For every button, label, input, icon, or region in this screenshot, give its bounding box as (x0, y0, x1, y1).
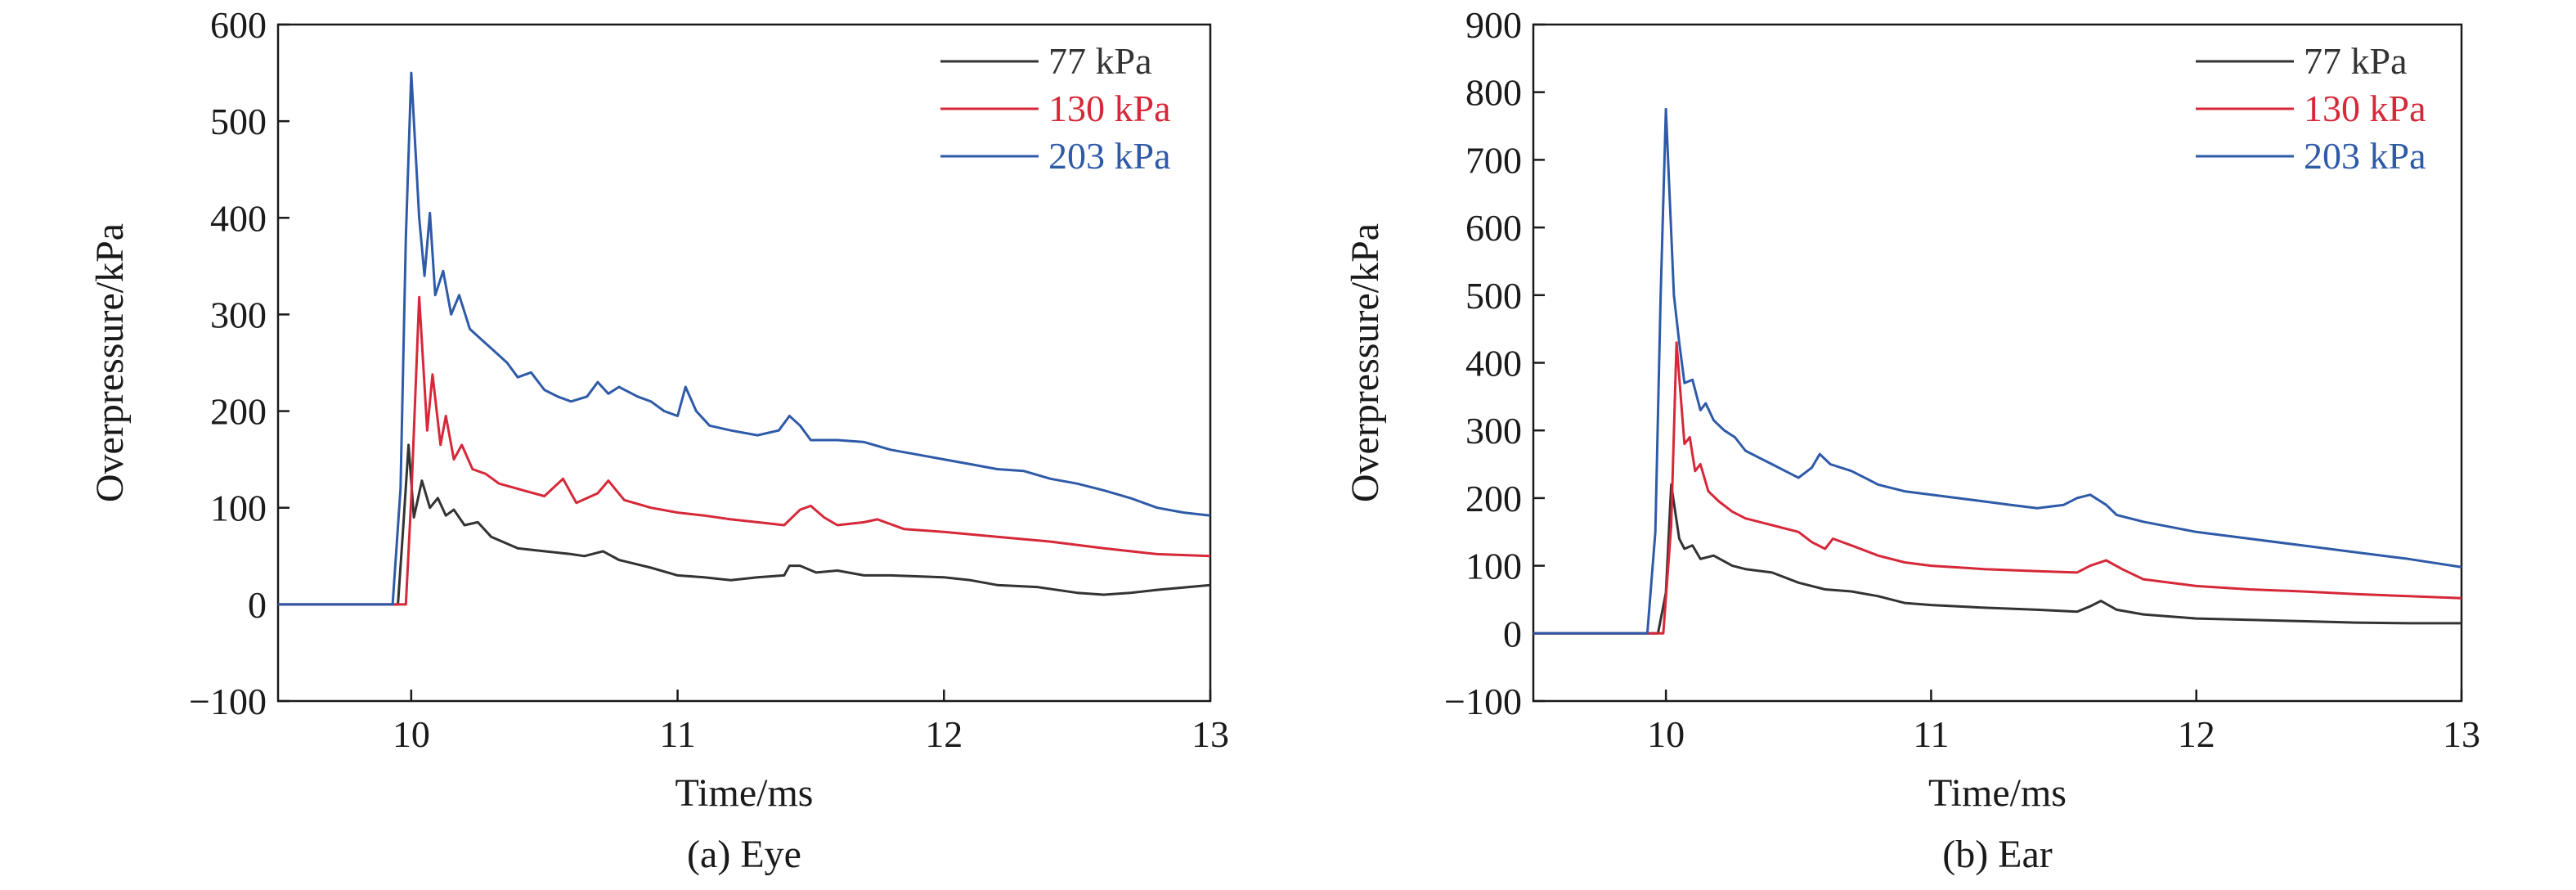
legend-label: 77 kPa (2304, 40, 2408, 82)
x-tick-label: 12 (925, 713, 963, 755)
x-tick-label: 10 (393, 713, 430, 755)
chart-eye: −100 0 100 200 300 400 500 600 10 11 12 13 Time/ms Ov… (88, 4, 1229, 876)
y-tick-label: 200 (210, 391, 267, 433)
y-axis-label: Overpressure/kPa (1344, 223, 1387, 502)
series-line-130-kpa (278, 295, 1210, 606)
y-tick-label: 800 (1465, 72, 1522, 114)
series-line-203-kpa (1533, 107, 2462, 635)
panel-caption: (a) Eye (687, 833, 801, 876)
y-axis-label: Overpressure/kPa (88, 223, 132, 502)
y-tick-label: 900 (1465, 4, 1522, 46)
x-tick-label: 13 (2443, 713, 2480, 755)
series-line-130-kpa (1533, 341, 2462, 635)
y-tick-label: 600 (210, 4, 267, 46)
y-tick-label: −100 (1444, 681, 1522, 722)
y-tick-label: 400 (210, 197, 267, 239)
x-tick-label: 10 (1647, 713, 1685, 755)
x-tick-label: 11 (659, 713, 695, 755)
y-tick-label: 600 (1465, 207, 1522, 249)
legend-label: 203 kPa (1048, 135, 1171, 177)
x-tick-label: 11 (1913, 713, 1949, 755)
y-tick-label: 300 (210, 294, 267, 335)
legend-label: 77 kPa (1048, 40, 1152, 82)
y-tick-label: 500 (1465, 275, 1522, 317)
y-tick-label: −100 (189, 681, 267, 722)
y-tick-label: 0 (248, 584, 267, 626)
y-tick-label: 100 (1465, 546, 1522, 587)
plot-frame (276, 23, 1212, 703)
y-tick-label: 0 (1503, 613, 1522, 654)
series-line-77-kpa (1533, 483, 2462, 635)
series-line-77-kpa (278, 443, 1210, 606)
panel-caption: (b) Ear (1942, 833, 2053, 876)
x-tick-label: 13 (1192, 713, 1229, 755)
y-tick-label: 300 (1465, 410, 1522, 452)
legend-label: 203 kPa (2304, 135, 2426, 177)
y-tick-label: 700 (1465, 139, 1522, 181)
x-tick-label: 12 (2178, 713, 2215, 755)
series-line-203-kpa (278, 71, 1210, 606)
x-axis-label: Time/ms (675, 771, 814, 815)
y-tick-label: 200 (1465, 478, 1522, 519)
legend-label: 130 kPa (1048, 88, 1171, 129)
y-tick-label: 100 (210, 488, 267, 529)
x-axis-label: Time/ms (1928, 771, 2067, 815)
y-tick-label: 500 (210, 101, 267, 142)
legend-label: 130 kPa (2304, 88, 2426, 129)
chart-ear: −100 0 100 200 300 400 500 600 700 800 900 10 11 12 13… (1344, 4, 2480, 876)
y-tick-label: 400 (1465, 343, 1522, 384)
